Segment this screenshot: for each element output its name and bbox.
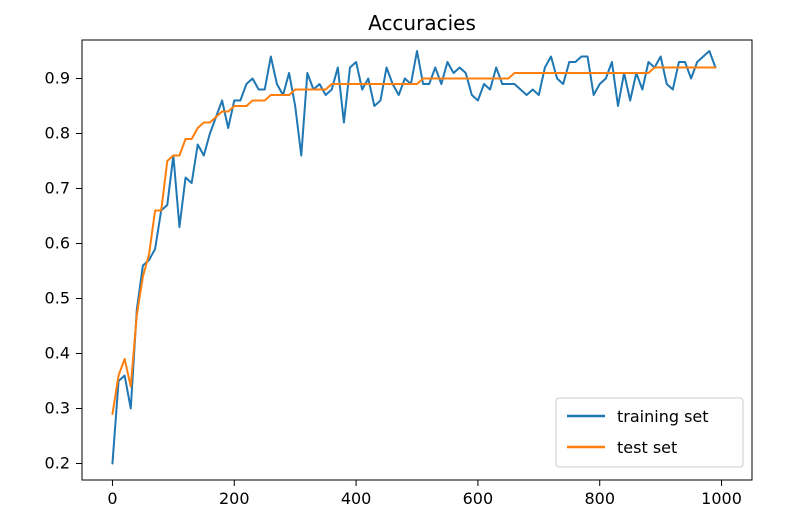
x-tick-label: 200 [219, 489, 250, 508]
y-tick-label: 0.6 [45, 234, 70, 253]
legend-label-training-set: training set [617, 407, 709, 426]
y-tick-label: 0.7 [45, 179, 70, 198]
y-tick-label: 0.4 [45, 344, 70, 363]
x-tick-label: 800 [584, 489, 615, 508]
y-tick-label: 0.3 [45, 399, 70, 418]
plot-frame [81, 39, 753, 481]
chart-title: Accuracies [368, 11, 476, 35]
series-line-training-set [111, 50, 717, 465]
y-tick-label: 0.9 [45, 69, 70, 88]
x-tick-label: 1000 [701, 489, 742, 508]
y-tick-label: 0.5 [45, 289, 70, 308]
series-layer [111, 50, 717, 465]
x-tick-label: 600 [463, 489, 494, 508]
x-tick-label: 0 [107, 489, 117, 508]
legend: training set test set [555, 397, 744, 468]
series-line-test-set [111, 66, 717, 415]
y-tick-label: 0.8 [45, 124, 70, 143]
x-tick-label: 400 [341, 489, 372, 508]
legend-label-test-set: test set [617, 438, 677, 457]
y-tick-label: 0.2 [45, 454, 70, 473]
x-axis: 0 200 400 600 800 1000 [107, 480, 742, 508]
y-axis: 0.2 0.3 0.4 0.5 0.6 0.7 0.8 0.9 [45, 69, 82, 473]
